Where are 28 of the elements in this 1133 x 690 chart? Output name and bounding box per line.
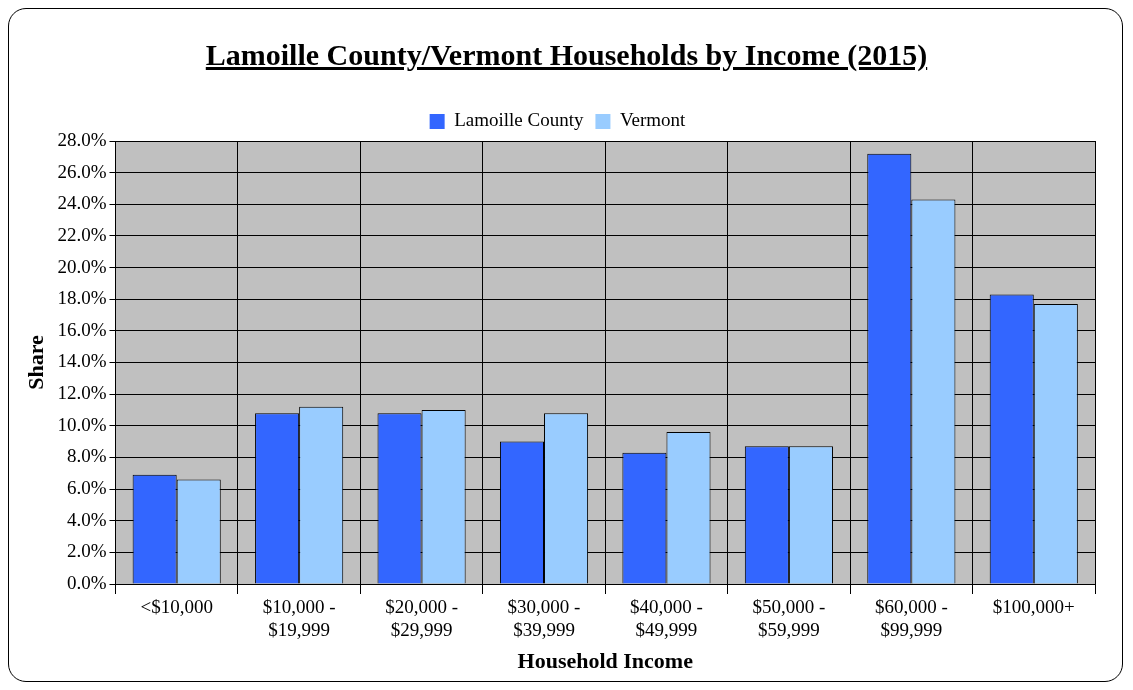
y-tick-label: 10.0%	[57, 413, 107, 435]
y-tick-label: 0.0%	[66, 571, 107, 593]
y-tick-label: 14.0%	[57, 350, 107, 372]
y-tick-label: 12.0%	[57, 382, 107, 404]
y-tick-label: 20.0%	[57, 255, 107, 277]
x-tick-label: $50,000 - $59,999	[752, 596, 826, 641]
legend-label: Lamoille County	[454, 109, 584, 131]
y-tick-label: 6.0%	[66, 477, 107, 499]
y-tick-label: 24.0%	[57, 192, 107, 214]
x-tick-label: $100,000+	[992, 596, 1075, 618]
x-tick-label: $10,000 - $19,999	[262, 596, 336, 641]
x-tick-label: $60,000 - $99,999	[874, 596, 948, 641]
chart-title: Lamoille County/Vermont Households by Income (2015)	[204, 38, 929, 72]
y-tick-label: 4.0%	[66, 508, 107, 530]
y-tick-label: 22.0%	[57, 223, 107, 245]
legend-label: Vermont	[619, 109, 687, 131]
y-tick-label: 28.0%	[57, 128, 107, 150]
x-tick-label: <$10,000	[140, 596, 213, 618]
y-tick-label: 26.0%	[57, 160, 107, 182]
x-axis-title: Household Income	[517, 648, 694, 674]
y-tick-label: 8.0%	[66, 445, 107, 467]
x-tick-label: $30,000 - $39,999	[507, 596, 581, 641]
x-tick-label: $20,000 - $29,999	[385, 596, 458, 641]
y-axis-title: Share	[22, 334, 48, 390]
y-tick-label: 2.0%	[66, 540, 107, 562]
y-tick-label: 18.0%	[57, 287, 107, 309]
y-tick-label: 16.0%	[57, 318, 107, 340]
x-tick-label: $40,000 - $49,999	[630, 596, 703, 641]
